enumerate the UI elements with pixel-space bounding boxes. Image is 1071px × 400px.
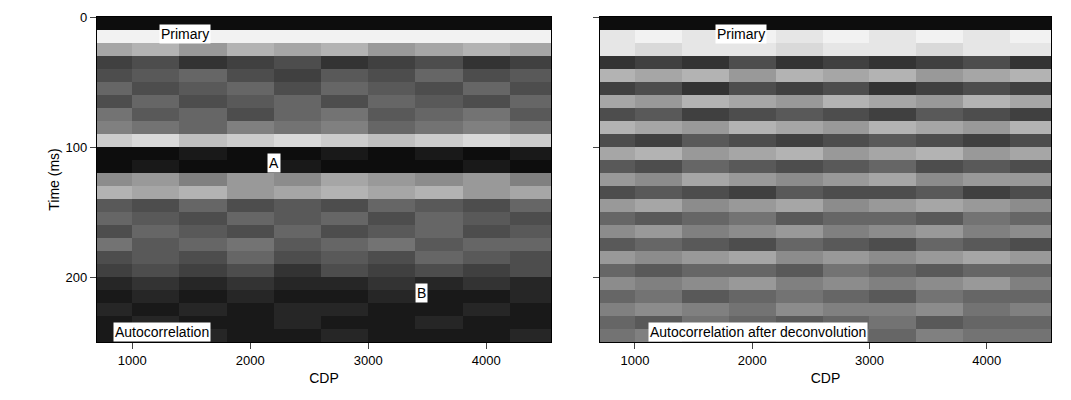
svg-text:Autocorrelation: Autocorrelation [115,324,209,340]
svg-text:B: B [417,285,426,301]
svg-text:CDP: CDP [309,370,339,386]
svg-text:3000: 3000 [855,353,884,368]
svg-text:4000: 4000 [472,353,501,368]
svg-text:3000: 3000 [354,353,383,368]
svg-text:1000: 1000 [620,353,649,368]
svg-text:4000: 4000 [972,353,1001,368]
svg-text:CDP: CDP [811,370,841,386]
svg-text:Autocorrelation after deconvol: Autocorrelation after deconvolution [650,324,866,340]
svg-text:100: 100 [65,140,87,155]
svg-text:0: 0 [80,10,87,25]
svg-text:Time (ms): Time (ms) [46,148,62,210]
svg-text:Primary: Primary [161,26,209,42]
svg-text:Primary: Primary [717,26,765,42]
svg-text:1000: 1000 [118,353,147,368]
svg-text:A: A [269,155,279,171]
svg-text:200: 200 [65,270,87,285]
svg-text:2000: 2000 [236,353,265,368]
svg-text:2000: 2000 [738,353,767,368]
